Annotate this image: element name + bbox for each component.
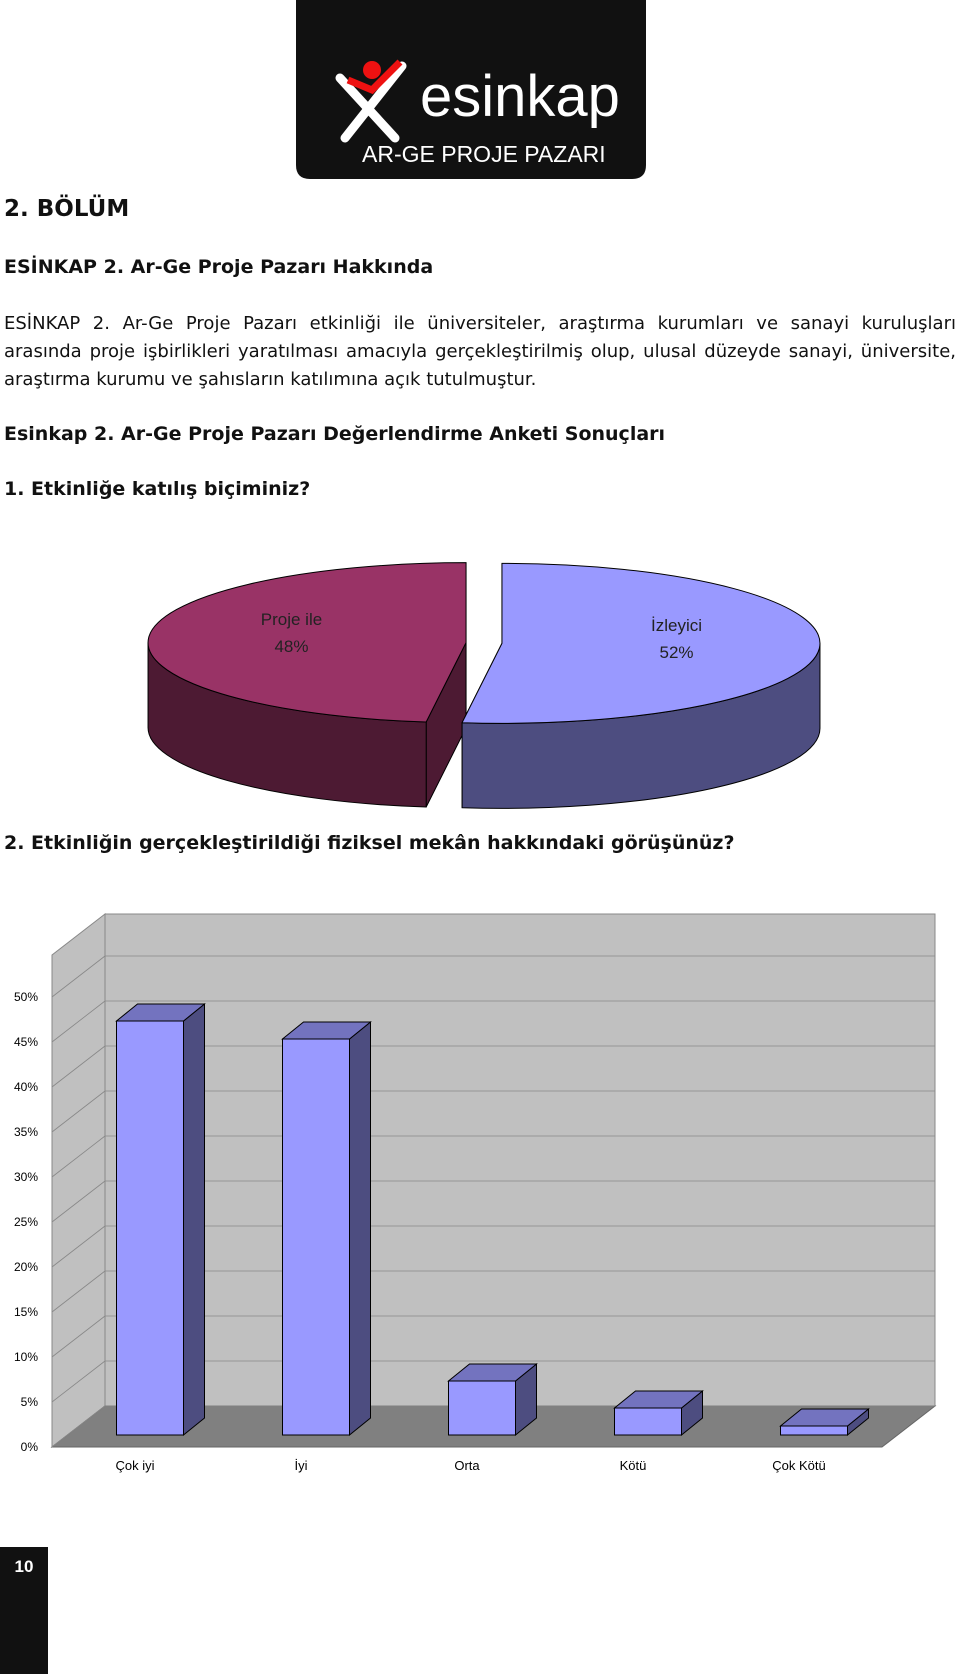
y-tick-label: 25% — [14, 1215, 38, 1229]
bar-side — [183, 1002, 205, 1437]
bar — [282, 1038, 350, 1436]
bar-side — [349, 1020, 371, 1437]
grid-line — [51, 1405, 106, 1448]
bar — [614, 1407, 682, 1436]
chart-title: 2. Etkinliğin gerçekleştirildiği fizikse… — [4, 832, 735, 854]
grid-line — [51, 1270, 106, 1313]
x-tick-label: İyi — [295, 1458, 308, 1473]
grid-line — [51, 1090, 106, 1133]
slice-value-label: 52% — [660, 643, 694, 662]
x-tick-label: Çok iyi — [115, 1458, 154, 1473]
y-tick-label: 15% — [14, 1305, 38, 1319]
slice-value-label: 48% — [274, 637, 308, 656]
grid-line — [51, 1315, 106, 1358]
logo-box — [296, 0, 646, 179]
slice-label: Proje ile — [261, 610, 322, 629]
y-tick-label: 40% — [14, 1080, 38, 1094]
y-tick-label: 30% — [14, 1170, 38, 1184]
logo-arms — [346, 59, 403, 95]
y-tick-label: 20% — [14, 1260, 38, 1274]
y-tick-label: 50% — [14, 990, 38, 1004]
paragraph: ESİNKAP 2. Ar-Ge Proje Pazarı etkinliği … — [4, 313, 956, 390]
bar — [116, 1020, 184, 1436]
pie-slice — [147, 562, 467, 723]
x-tick-label: Orta — [454, 1458, 480, 1473]
page-number: 10 — [15, 1557, 34, 1576]
logo-icon — [335, 61, 407, 143]
logo-name: esinkap — [420, 64, 620, 129]
survey-title: Esinkap 2. Ar-Ge Proje Pazarı Değerlendi… — [4, 423, 666, 445]
logo-dot — [363, 61, 381, 79]
grid-line — [51, 1000, 106, 1043]
slice-label: İzleyici — [651, 616, 702, 635]
grid-line — [51, 1360, 106, 1403]
section-title: 2. BÖLÜM — [4, 196, 130, 222]
y-tick-label: 5% — [21, 1395, 39, 1409]
pie-slice — [461, 562, 821, 724]
y-tick-label: 35% — [14, 1125, 38, 1139]
heading: ESİNKAP 2. Ar-Ge Proje Pazarı Hakkında — [4, 256, 434, 278]
grid-line — [51, 1225, 106, 1268]
bar — [448, 1380, 516, 1436]
x-tick-label: Kötü — [620, 1458, 647, 1473]
page-number-box — [0, 1547, 48, 1674]
logo-tagline: AR-GE PROJE PAZARI — [362, 141, 606, 167]
back-wall — [104, 913, 936, 1407]
chart-title: 1. Etkinliğe katılış biçiminiz? — [4, 478, 311, 500]
y-tick-label: 45% — [14, 1035, 38, 1049]
grid-line — [51, 1180, 106, 1223]
x-tick-label: Çok Kötü — [772, 1458, 825, 1473]
grid-line — [51, 955, 106, 998]
bar — [780, 1425, 848, 1436]
grid-line — [51, 1135, 106, 1178]
y-tick-label: 0% — [21, 1440, 39, 1454]
grid-line — [51, 1045, 106, 1088]
y-tick-label: 10% — [14, 1350, 38, 1364]
